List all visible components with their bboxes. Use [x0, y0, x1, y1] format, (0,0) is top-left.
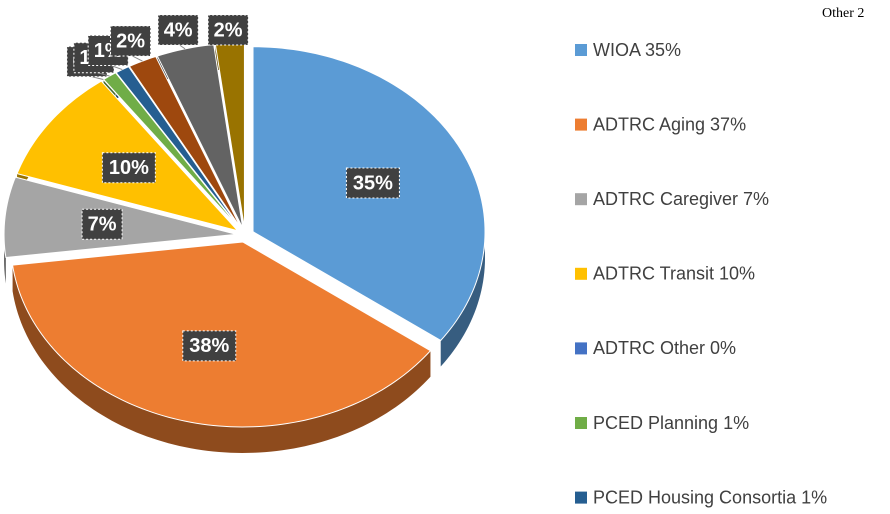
- legend-label: PCED Housing Consortia 1%: [593, 487, 827, 507]
- data-label: 10%: [109, 157, 149, 179]
- data-label: 2%: [116, 30, 145, 52]
- data-label: 35%: [353, 172, 393, 194]
- slice: [102, 72, 241, 230]
- data-label: 38%: [189, 335, 229, 357]
- data-label: 4%: [164, 19, 193, 41]
- legend-label: ADTRC Other 0%: [593, 338, 736, 358]
- label-box: [81, 208, 123, 240]
- label-box: [110, 25, 152, 57]
- legend-label: WIOA 35%: [593, 40, 681, 60]
- legend-swatch: [575, 193, 587, 206]
- legend-swatch: [575, 342, 587, 355]
- legend-swatch: [575, 491, 587, 504]
- legend-label: PCED Planning 1%: [593, 413, 749, 433]
- label-box: [207, 14, 249, 46]
- slice: [115, 66, 241, 230]
- slice: [156, 43, 244, 229]
- data-label: 2%: [214, 19, 243, 41]
- annotation: Other 2: [822, 6, 864, 21]
- legend-swatch: [575, 417, 587, 429]
- label-box: [345, 167, 400, 199]
- legend-label: ADTRC Aging 37%: [593, 114, 746, 134]
- legend-swatch: [575, 267, 587, 280]
- label-box: [157, 14, 199, 46]
- legend-label: ADTRC Caregiver 7%: [593, 189, 769, 209]
- label-box: [101, 152, 156, 184]
- legend-swatch: [575, 44, 587, 56]
- legend-swatch: [575, 118, 587, 131]
- legend-label: ADTRC Transit 10%: [593, 264, 755, 284]
- label-box: [182, 330, 237, 362]
- data-label: 7%: [88, 214, 117, 236]
- slice-side: [12, 265, 431, 453]
